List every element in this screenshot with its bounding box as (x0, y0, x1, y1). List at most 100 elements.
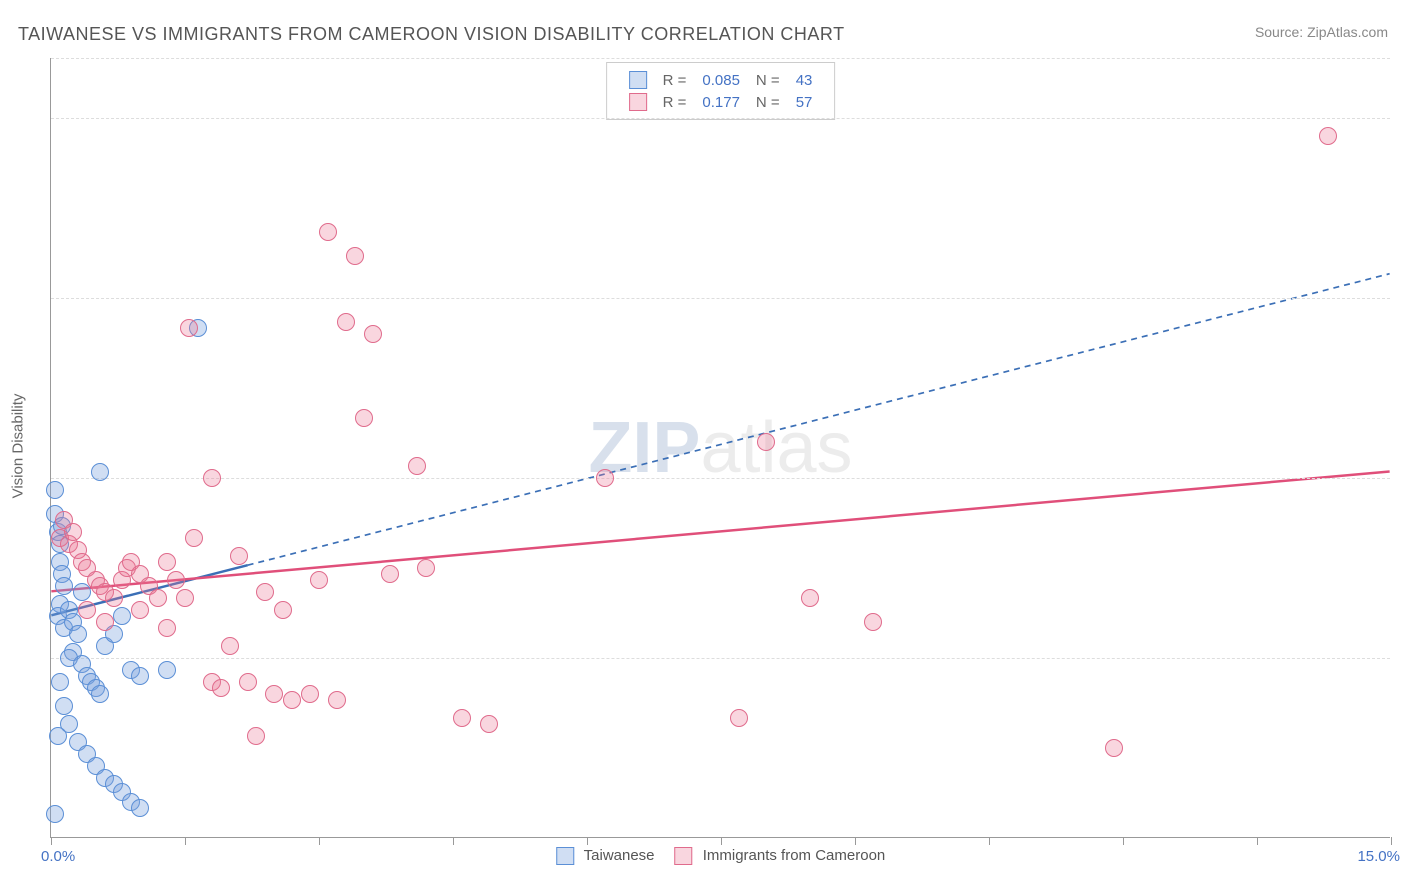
scatter-point-cameroon (864, 613, 882, 631)
legend-swatch (629, 93, 647, 111)
scatter-point-cameroon (158, 619, 176, 637)
scatter-point-cameroon (453, 709, 471, 727)
legend-r-value: 0.177 (694, 91, 748, 113)
chart-title: TAIWANESE VS IMMIGRANTS FROM CAMEROON VI… (18, 24, 845, 45)
legend-r-label: R = (655, 91, 695, 113)
legend-n-label: N = (748, 91, 788, 113)
x-tick (1391, 837, 1392, 845)
x-tick (185, 837, 186, 845)
scatter-point-cameroon (78, 601, 96, 619)
scatter-point-cameroon (757, 433, 775, 451)
scatter-point-taiwanese (46, 805, 64, 823)
x-tick (587, 837, 588, 845)
scatter-point-cameroon (480, 715, 498, 733)
scatter-point-cameroon (364, 325, 382, 343)
x-tick (1257, 837, 1258, 845)
correlation-chart: TAIWANESE VS IMMIGRANTS FROM CAMEROON VI… (0, 0, 1406, 892)
y-tick-label: 6.0% (1395, 110, 1406, 127)
watermark: ZIPatlas (588, 407, 852, 489)
scatter-point-cameroon (355, 409, 373, 427)
gridline-horizontal (51, 118, 1390, 119)
scatter-point-cameroon (176, 589, 194, 607)
legend-swatch (675, 847, 693, 865)
legend-r-label: R = (655, 69, 695, 91)
x-tick (1123, 837, 1124, 845)
scatter-point-cameroon (596, 469, 614, 487)
legend-n-value: 43 (788, 69, 821, 91)
legend-row-taiwanese: R =0.085N =43 (621, 69, 821, 91)
scatter-point-cameroon (408, 457, 426, 475)
x-tick (453, 837, 454, 845)
legend-series: Taiwanese Immigrants from Cameroon (556, 847, 886, 865)
y-tick-label: 1.5% (1395, 650, 1406, 667)
y-axis-label: Vision Disability (10, 394, 27, 499)
scatter-point-cameroon (346, 247, 364, 265)
scatter-point-taiwanese (55, 697, 73, 715)
scatter-point-cameroon (801, 589, 819, 607)
trendline-cameroon (51, 471, 1389, 591)
x-tick (51, 837, 52, 845)
trend-lines (51, 58, 1390, 837)
scatter-point-taiwanese (91, 463, 109, 481)
scatter-point-cameroon (180, 319, 198, 337)
x-axis-min-label: 0.0% (41, 848, 75, 865)
gridline-horizontal (51, 478, 1390, 479)
scatter-point-cameroon (185, 529, 203, 547)
scatter-point-cameroon (274, 601, 292, 619)
source-attribution: Source: ZipAtlas.com (1255, 24, 1388, 40)
scatter-point-cameroon (212, 679, 230, 697)
scatter-point-cameroon (221, 637, 239, 655)
gridline-horizontal (51, 658, 1390, 659)
plot-area: ZIPatlas R =0.085N =43R =0.177N =57 Taiw… (50, 58, 1390, 838)
scatter-point-taiwanese (51, 673, 69, 691)
scatter-point-taiwanese (158, 661, 176, 679)
legend-swatch (556, 847, 574, 865)
scatter-point-taiwanese (46, 481, 64, 499)
legend-correlation-box: R =0.085N =43R =0.177N =57 (606, 62, 836, 120)
y-tick-label: 3.0% (1395, 470, 1406, 487)
scatter-point-cameroon (247, 727, 265, 745)
scatter-point-taiwanese (131, 799, 149, 817)
scatter-point-cameroon (337, 313, 355, 331)
scatter-point-cameroon (230, 547, 248, 565)
y-tick-label: 4.5% (1395, 290, 1406, 307)
gridline-horizontal (51, 298, 1390, 299)
x-axis-max-label: 15.0% (1357, 848, 1400, 865)
scatter-point-cameroon (730, 709, 748, 727)
x-tick (855, 837, 856, 845)
scatter-point-cameroon (239, 673, 257, 691)
scatter-point-cameroon (381, 565, 399, 583)
scatter-point-cameroon (96, 613, 114, 631)
x-tick (721, 837, 722, 845)
scatter-point-taiwanese (49, 727, 67, 745)
scatter-point-cameroon (105, 589, 123, 607)
scatter-point-cameroon (283, 691, 301, 709)
legend-row-cameroon: R =0.177N =57 (621, 91, 821, 113)
legend-r-value: 0.085 (694, 69, 748, 91)
scatter-point-cameroon (158, 553, 176, 571)
scatter-point-cameroon (64, 523, 82, 541)
scatter-point-cameroon (265, 685, 283, 703)
scatter-point-cameroon (328, 691, 346, 709)
scatter-point-cameroon (301, 685, 319, 703)
x-tick (989, 837, 990, 845)
gridline-horizontal (51, 58, 1390, 59)
legend-series-label: Immigrants from Cameroon (699, 847, 886, 864)
trendline-taiwanese-extrapolated (248, 274, 1390, 565)
scatter-point-taiwanese (55, 577, 73, 595)
scatter-point-taiwanese (69, 625, 87, 643)
legend-swatch (629, 71, 647, 89)
scatter-point-cameroon (1319, 127, 1337, 145)
legend-n-label: N = (748, 69, 788, 91)
scatter-point-cameroon (131, 601, 149, 619)
scatter-point-cameroon (203, 469, 221, 487)
scatter-point-cameroon (319, 223, 337, 241)
scatter-point-cameroon (149, 589, 167, 607)
scatter-point-cameroon (1105, 739, 1123, 757)
scatter-point-cameroon (167, 571, 185, 589)
scatter-point-taiwanese (91, 685, 109, 703)
legend-n-value: 57 (788, 91, 821, 113)
scatter-point-cameroon (417, 559, 435, 577)
scatter-point-cameroon (310, 571, 328, 589)
legend-series-label: Taiwanese (580, 847, 655, 864)
